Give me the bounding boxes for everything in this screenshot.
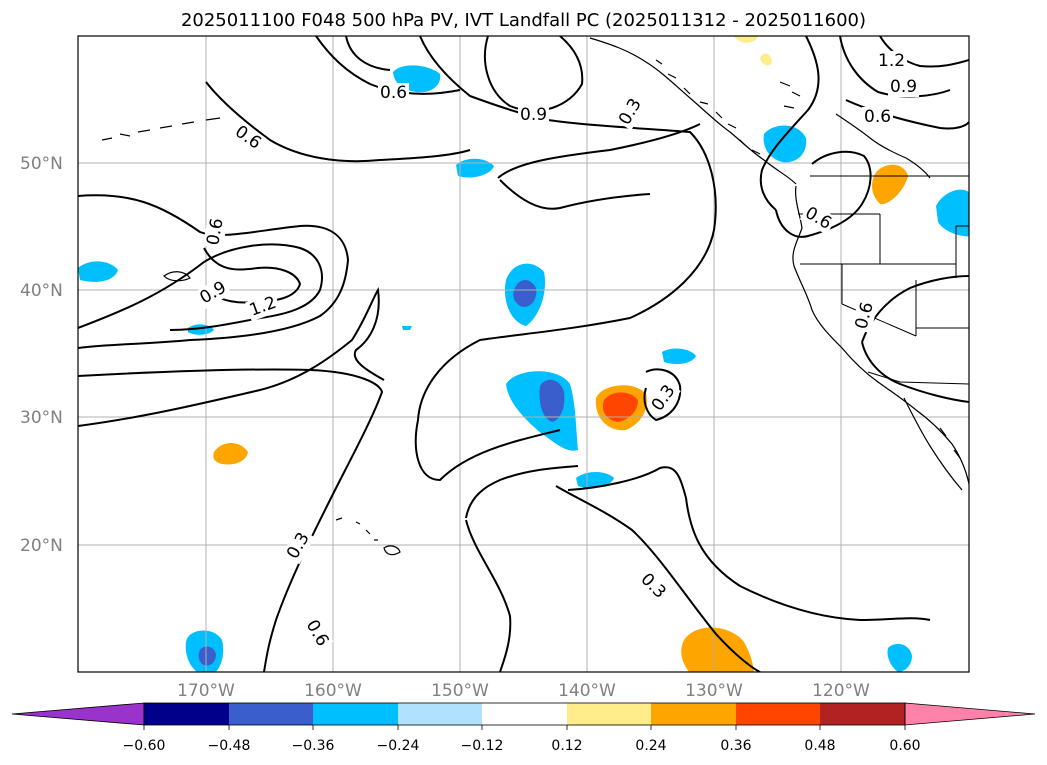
lat-label: 30°N: [20, 408, 63, 428]
pv-patch-negative: [662, 348, 696, 364]
contour-label-halo: [646, 379, 681, 417]
contour-label-halo: [876, 51, 908, 71]
pv-patch-negative: [887, 643, 912, 672]
contour-label: 0.6: [380, 83, 407, 103]
pv-patch-positive-light: [734, 36, 758, 43]
contour-label-halo: [194, 276, 232, 310]
pv-patch-positive: [872, 164, 908, 205]
lon-label: 120°W: [812, 681, 870, 701]
lon-label: 160°W: [304, 681, 362, 701]
pv-patch-negative-core: [198, 646, 216, 666]
borders: [798, 175, 969, 385]
lon-label: 170°W: [177, 681, 235, 701]
colorbar-swatch: [736, 703, 820, 725]
contour-label-halo: [614, 93, 647, 131]
map-title: 2025011100 F048 500 hPa PV, IVT Landfall…: [180, 10, 867, 31]
map-frame: [77, 35, 970, 673]
colorbar-tick-label: −0.60: [123, 738, 166, 754]
contour-label-halo: [850, 298, 879, 334]
contour-label: 0.6: [864, 107, 891, 127]
contour-label-halo: [378, 83, 410, 103]
colorbar-extend-low: [11, 702, 145, 726]
pv-patch-negative: [576, 472, 614, 488]
colorbar-tick-label: 0.12: [551, 738, 582, 754]
colorbar-tick-label: 0.36: [720, 738, 751, 754]
contour-label-halo: [300, 614, 334, 652]
contour-label: 0.9: [520, 105, 547, 125]
lat-labels: 50°N 40°N 30°N 20°N: [20, 154, 63, 556]
colorbar-frame: [143, 702, 906, 726]
contour-label-halo: [229, 120, 267, 155]
colorbar-tick-label: −0.24: [377, 738, 420, 754]
contour-label-halo: [862, 107, 894, 127]
colorbar-ticks: [143, 725, 906, 730]
contour-label-halo: [202, 214, 228, 249]
colorbar-swatch: [567, 703, 651, 725]
pv-patch-positive: [213, 443, 248, 465]
colorbar: −0.60 −0.48 −0.36 −0.24 −0.12 0.12 0.24 …: [11, 702, 1036, 754]
pv-patch-negative: [763, 125, 807, 163]
pv-patch-negative-light: [402, 326, 412, 330]
colorbar-tick-label: 0.24: [635, 738, 666, 754]
colorbar-swatch: [651, 703, 736, 725]
colorbar-swatch: [398, 703, 482, 725]
pv-patch-negative: [78, 261, 118, 282]
colorbar-swatch: [482, 703, 567, 725]
contour-label: 1.2: [878, 51, 905, 71]
lat-label: 40°N: [20, 281, 63, 301]
contour-label-halo: [282, 527, 315, 565]
contour-label-halo: [244, 291, 282, 322]
colorbar-swatch: [820, 703, 905, 725]
lon-label: 150°W: [431, 681, 489, 701]
colorbar-swatch: [144, 703, 229, 725]
colorbar-tick-label: −0.48: [208, 738, 251, 754]
colorbar-swatch: [313, 703, 398, 725]
contour-label: 0.9: [890, 77, 917, 97]
coastlines: [101, 37, 969, 556]
colorbar-tick-label: −0.36: [292, 738, 335, 754]
pv-patch-negative: [936, 189, 969, 237]
map-panel: 1.2 0.9 0.6 0.9 0.6 0.3 0.6 0.9 1.2 0.6 …: [78, 36, 969, 672]
pv-patch-positive-light: [760, 53, 772, 66]
colorbar-tick-label: 0.48: [804, 738, 835, 754]
pv-patch-positive-core: [602, 392, 638, 422]
lon-label: 140°W: [558, 681, 616, 701]
pv-patch-negative-core: [513, 279, 537, 307]
colorbar-swatch: [229, 703, 313, 725]
lon-label: 130°W: [685, 681, 743, 701]
pv-patch-positive: [681, 627, 754, 672]
pv-contours: [78, 36, 969, 672]
pv-patch-negative-core: [539, 379, 565, 422]
contour-label-halo: [888, 77, 920, 97]
colorbar-tick-label: 0.60: [889, 738, 920, 754]
contour-label: 0.6: [203, 217, 227, 247]
contour-label-halo: [518, 105, 550, 125]
lon-labels: 170°W 160°W 150°W 140°W 130°W 120°W: [177, 681, 870, 701]
colorbar-tick-label: −0.12: [461, 738, 504, 754]
lat-label: 20°N: [20, 536, 63, 556]
colorbar-extend-high: [904, 702, 1036, 726]
contour-label-halo: [635, 567, 672, 605]
lat-label: 50°N: [20, 154, 63, 174]
contour-label-halo: [799, 202, 837, 235]
